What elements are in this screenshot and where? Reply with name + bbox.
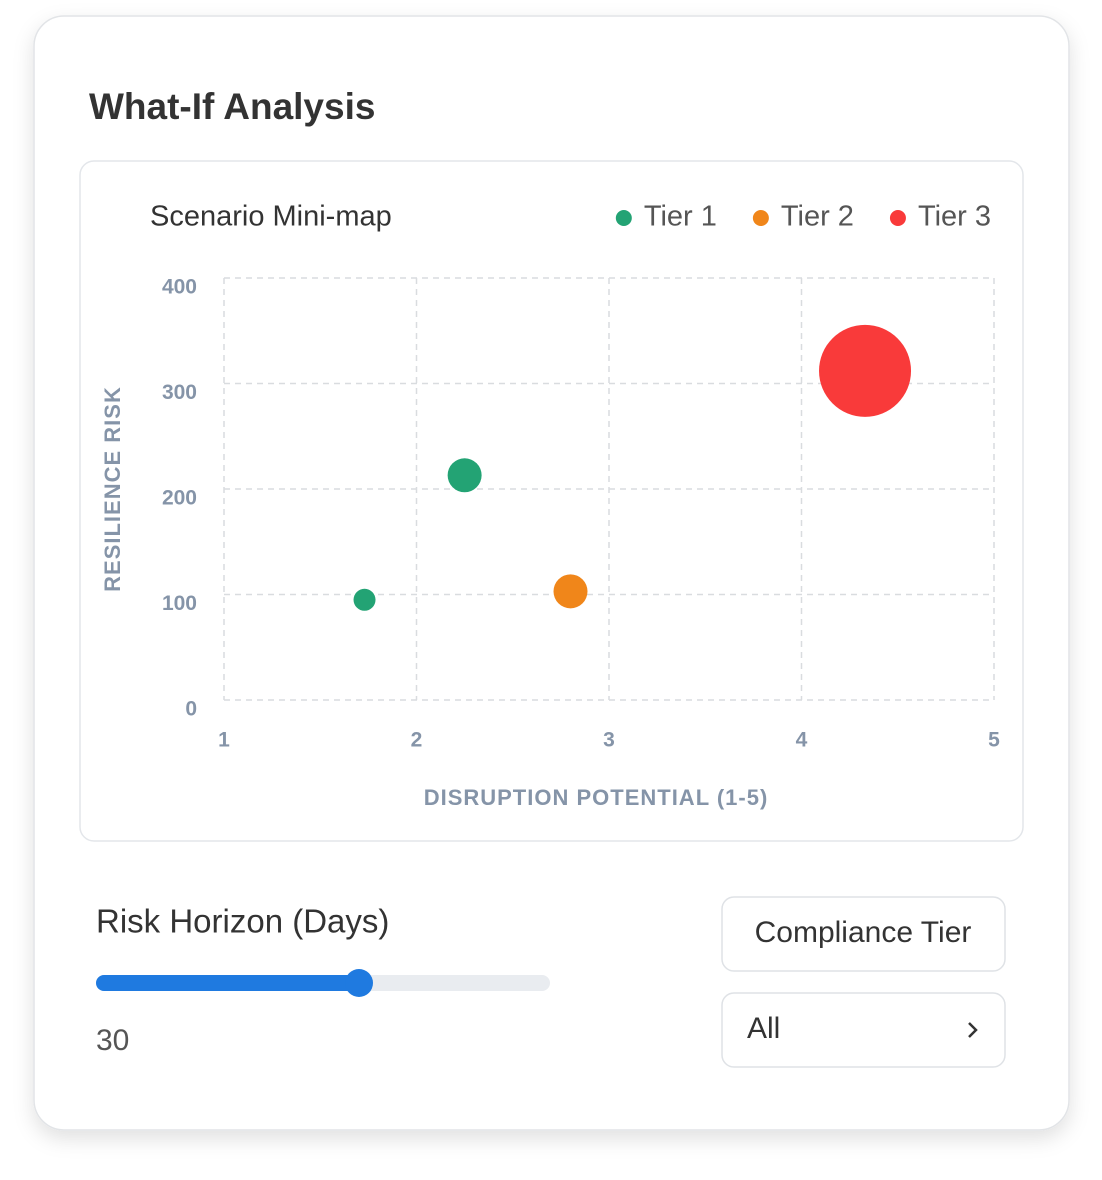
legend-marker <box>752 210 769 226</box>
legend-marker <box>889 210 906 226</box>
y-axis-title: RESILIENCE RISK <box>100 386 125 592</box>
chevron-icon <box>968 1022 978 1038</box>
x-tick-label: 3 <box>603 729 615 752</box>
bubble <box>353 588 376 611</box>
y-tick-label: 300 <box>162 381 197 404</box>
x-tick-label: 5 <box>988 729 1000 752</box>
slider-thumb[interactable] <box>345 969 373 997</box>
bubble <box>819 324 912 417</box>
y-tick-label: 0 <box>185 698 197 721</box>
filter-label: Compliance Tier <box>755 916 972 949</box>
legend-label: Tier 3 <box>918 201 991 233</box>
card-title: What-If Analysis <box>89 86 375 127</box>
y-tick-label: 200 <box>162 487 197 510</box>
slider-label: Risk Horizon (Days) <box>96 903 389 940</box>
x-tick-label: 1 <box>218 729 230 752</box>
bubble <box>447 458 482 493</box>
legend-label: Tier 1 <box>644 201 717 233</box>
slider-value: 30 <box>96 1024 129 1057</box>
legend-label: Tier 2 <box>781 201 854 233</box>
filter-dropdown[interactable] <box>721 992 1006 1068</box>
x-axis-title: DISRUPTION POTENTIAL (1-5) <box>424 785 769 810</box>
filter-value: All <box>747 1012 780 1045</box>
y-tick-label: 400 <box>162 276 197 299</box>
x-tick-label: 4 <box>796 729 808 752</box>
slider-fill <box>96 975 359 991</box>
legend-marker <box>615 210 632 226</box>
bubble <box>553 574 588 609</box>
filter-label-box <box>721 896 1006 972</box>
chart-title: Scenario Mini-map <box>150 201 392 233</box>
chart-panel <box>79 160 1024 842</box>
y-tick-label: 100 <box>162 592 197 615</box>
x-tick-label: 2 <box>411 729 423 752</box>
